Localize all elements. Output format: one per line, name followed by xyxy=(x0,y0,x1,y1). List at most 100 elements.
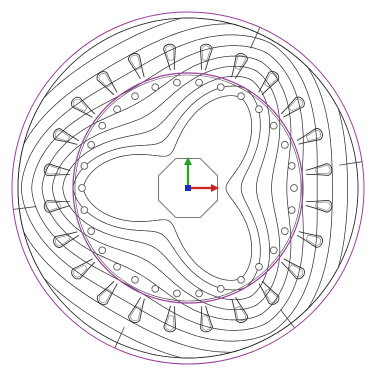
stator-slot xyxy=(127,53,145,80)
sector-line xyxy=(114,326,125,349)
flux-line xyxy=(17,17,274,189)
flux-line xyxy=(31,45,267,189)
stator-winding-outline xyxy=(288,98,303,112)
stator-slot-outline xyxy=(163,305,177,333)
rotor-bar xyxy=(195,289,203,298)
stator-winding-outline xyxy=(130,55,141,71)
flux-line xyxy=(17,17,274,189)
stator-slot xyxy=(258,280,280,305)
rotor-bar xyxy=(280,227,289,235)
stator-slot-outline xyxy=(53,231,80,249)
axis-origin-marker xyxy=(185,185,191,191)
stator-slot-outline xyxy=(128,296,145,323)
stator-winding-outline xyxy=(315,165,331,175)
stator-winding-outline xyxy=(98,288,112,304)
stator-slot-outline xyxy=(296,231,323,248)
rotor-bar xyxy=(269,121,278,130)
stator-outer-boundary xyxy=(11,11,365,365)
stator-slot-outline xyxy=(280,258,305,280)
stator-winding-outline xyxy=(234,54,246,70)
rotor-bar xyxy=(255,105,263,114)
rotor-bar xyxy=(80,206,89,214)
rotor-bar xyxy=(173,289,181,298)
stator-slot xyxy=(296,127,323,145)
stator-slot-outline xyxy=(258,71,280,96)
stator-slot xyxy=(305,163,333,176)
rotor-bar xyxy=(113,105,121,114)
magnetic-flux-lines xyxy=(17,17,359,359)
stator-winding-outline xyxy=(264,72,278,88)
stator-winding-outline xyxy=(288,264,304,278)
stator-slot-outline xyxy=(231,53,248,80)
flux-line xyxy=(21,187,272,342)
flux-line xyxy=(255,70,281,306)
stator-slot xyxy=(53,128,80,145)
flux-line xyxy=(72,187,246,291)
rotor-bar xyxy=(80,162,89,170)
stator-slot-outline xyxy=(71,258,96,280)
rotor-bar xyxy=(131,275,139,284)
stator-slot xyxy=(200,305,213,333)
stator-slot xyxy=(128,296,145,323)
flux-line xyxy=(17,187,274,353)
stator-slot xyxy=(71,258,96,280)
stator-slot-outline xyxy=(43,163,71,177)
stator-winding-outline xyxy=(201,315,211,331)
flux-line xyxy=(272,40,359,336)
stator-slot xyxy=(96,280,118,305)
rotor-bar-slots xyxy=(78,78,298,298)
sector-line xyxy=(339,161,363,166)
flux-line xyxy=(250,79,270,297)
stator-winding-outline xyxy=(45,201,61,211)
flux-line xyxy=(272,40,348,336)
rotor-bar xyxy=(113,262,121,271)
sector-line xyxy=(13,206,37,210)
flux-line xyxy=(83,95,241,189)
stator-slot xyxy=(280,258,305,280)
flux-line xyxy=(41,187,262,321)
coordinate-axes-icon[interactable] xyxy=(184,157,219,192)
rotor-bar xyxy=(151,83,160,92)
sector-line xyxy=(280,309,295,329)
stator-slot-outline xyxy=(43,200,71,213)
stator-winding-outline xyxy=(315,201,331,211)
flux-line xyxy=(21,34,272,189)
flux-line xyxy=(17,187,274,359)
flux-line xyxy=(52,65,257,189)
stator-winding-outline xyxy=(235,305,246,321)
rotor-bar xyxy=(287,206,296,214)
flux-line xyxy=(265,52,304,324)
stator-slot-outline xyxy=(163,43,176,71)
stator-winding-outline xyxy=(45,165,61,175)
stator-slot-outline xyxy=(231,296,249,323)
flux-line xyxy=(17,187,274,359)
rotor-bar xyxy=(173,78,181,87)
flux-line xyxy=(272,40,333,336)
flux-line xyxy=(17,187,274,359)
rotor-bar xyxy=(255,262,263,271)
stator-winding-outline xyxy=(98,73,112,88)
flux-line xyxy=(240,88,261,288)
flux-line xyxy=(272,40,359,336)
x-axis-arrowhead xyxy=(211,184,219,192)
rotor-bar xyxy=(98,121,107,130)
stator-winding-outline xyxy=(55,235,71,246)
flux-line xyxy=(31,187,267,331)
flux-line xyxy=(62,75,252,189)
flux-line xyxy=(52,187,257,311)
stator-slot xyxy=(280,96,305,118)
stator-slot xyxy=(305,199,333,213)
rotor-bar xyxy=(151,284,160,293)
flux-line xyxy=(62,187,252,301)
rotor-bar xyxy=(237,92,245,101)
rotor-bar xyxy=(216,284,225,293)
stator-slot-outline xyxy=(53,128,80,145)
stator-slot-outline xyxy=(96,280,118,305)
stator-slot xyxy=(296,231,323,248)
rotor-bar xyxy=(269,246,278,255)
stator-outer-circle xyxy=(11,11,365,365)
stator-winding-outline xyxy=(201,45,211,61)
rotor-bar xyxy=(87,141,96,149)
